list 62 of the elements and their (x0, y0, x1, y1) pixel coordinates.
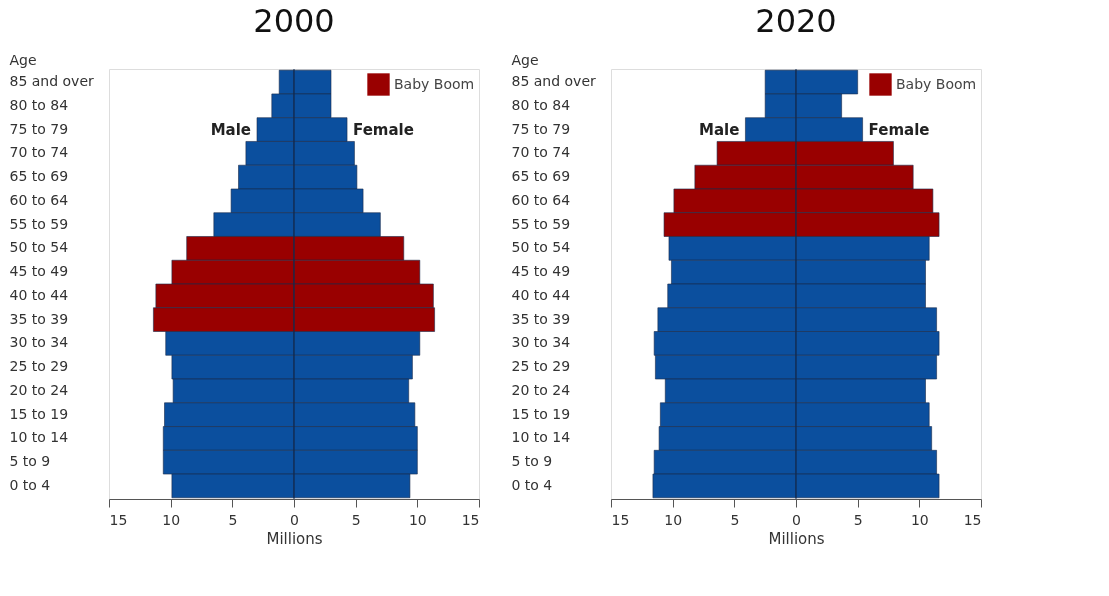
y-tick-label: 5 to 9 (9, 453, 51, 470)
y-tick-label: 65 to 69 (511, 168, 571, 185)
y-tick-label: 20 to 24 (511, 381, 571, 398)
series-label: Female (353, 120, 414, 139)
series-label: Male (210, 120, 251, 139)
y-tick-label: 55 to 59 (9, 215, 69, 232)
y-tick-label: 35 to 39 (511, 310, 571, 327)
x-tick-label: 5 (730, 511, 740, 528)
y-tick-label: 50 to 54 (511, 239, 571, 256)
y-tick-label: 10 to 14 (511, 429, 571, 446)
y-tick-label: 70 to 74 (9, 144, 69, 161)
legend-label: Baby Boom (394, 75, 475, 92)
x-tick-label: 10 (910, 511, 929, 528)
y-tick-label: 60 to 64 (9, 191, 69, 208)
y-tick-label: 75 to 79 (9, 120, 69, 137)
x-axis-title: Millions (266, 529, 323, 548)
y-tick-label: 15 to 19 (511, 405, 571, 422)
y-tick-label: 55 to 59 (511, 215, 571, 232)
series-label: Female (868, 120, 930, 139)
y-axis-title: Age (9, 51, 37, 68)
y-tick-label: 40 to 44 (511, 286, 571, 303)
x-tick-label: 5 (228, 511, 238, 528)
y-tick-label: 45 to 49 (9, 263, 69, 280)
x-tick-label: 15 (611, 511, 630, 528)
x-tick-label: 15 (963, 511, 982, 528)
y-tick-label: 30 to 34 (511, 334, 571, 351)
y-tick-label: 75 to 79 (511, 120, 571, 137)
series-label: Male (699, 120, 740, 139)
y-tick-label: 0 to 4 (9, 476, 51, 493)
x-tick-label: 5 (853, 511, 863, 528)
x-tick-label: 10 (162, 511, 181, 528)
y-tick-label: 25 to 29 (9, 358, 69, 375)
x-tick-label: 15 (461, 511, 480, 528)
y-tick-label: 20 to 24 (9, 381, 69, 398)
x-tick-label: 10 (408, 511, 427, 528)
y-tick-label: 65 to 69 (9, 168, 69, 185)
y-tick-label: 85 and over (9, 73, 95, 90)
y-tick-label: 35 to 39 (9, 310, 69, 327)
y-tick-label: 15 to 19 (9, 405, 69, 422)
chart-title: 2020 (755, 2, 837, 40)
y-tick-label: 80 to 84 (511, 96, 571, 113)
legend-label: Baby Boom (896, 75, 977, 92)
y-tick-label: 70 to 74 (511, 144, 571, 161)
x-tick-label: 10 (664, 511, 683, 528)
y-tick-label: 0 to 4 (511, 476, 553, 493)
y-tick-label: 80 to 84 (9, 96, 69, 113)
x-tick-label: 0 (290, 511, 299, 528)
y-tick-label: 30 to 34 (9, 334, 69, 351)
y-tick-label: 10 to 14 (9, 429, 69, 446)
y-tick-label: 40 to 44 (9, 286, 69, 303)
x-tick-label: 5 (351, 511, 361, 528)
y-tick-label: 45 to 49 (511, 263, 571, 280)
y-tick-label: 25 to 29 (511, 358, 571, 375)
y-tick-label: 85 and over (511, 73, 597, 90)
chart-title: 2000 (253, 2, 335, 40)
y-tick-label: 60 to 64 (511, 191, 571, 208)
y-tick-label: 5 to 9 (511, 453, 553, 470)
x-tick-label: 15 (109, 511, 128, 528)
y-tick-label: 50 to 54 (9, 239, 69, 256)
x-tick-label: 0 (792, 511, 801, 528)
y-axis-title: Age (511, 51, 539, 68)
x-axis-title: Millions (768, 529, 825, 548)
